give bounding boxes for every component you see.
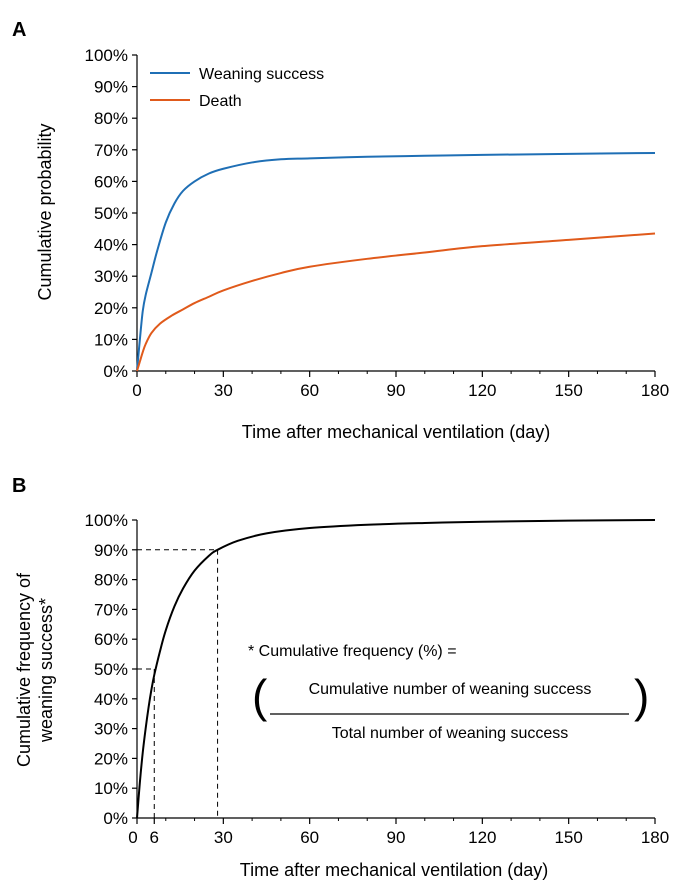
y-tick-label: 40%	[94, 236, 128, 255]
panel-b-y-axis-title-line1: Cumulative frequency of	[14, 572, 34, 767]
y-tick-label: 90%	[94, 541, 128, 560]
x-tick-label: 180	[641, 381, 669, 400]
y-tick-label: 80%	[94, 109, 128, 128]
formula-line1: * Cumulative frequency (%) =	[248, 643, 457, 660]
y-tick-label: 0%	[103, 362, 128, 381]
x-tick-label: 60	[300, 381, 319, 400]
panel-a-x-axis-title: Time after mechanical ventilation (day)	[242, 422, 550, 442]
y-tick-label: 30%	[94, 267, 128, 286]
panel-a-y-axis-title: Cumulative probability	[35, 123, 55, 300]
y-tick-label: 20%	[94, 299, 128, 318]
x-tick-label: 180	[641, 828, 669, 847]
series-line-death	[136, 232, 656, 372]
y-tick-label: 10%	[94, 330, 128, 349]
panel-a: A 0% 10% 20% 30% 40% 50% 60% 70% 80% 90% 100% 0 30 60…	[12, 19, 669, 442]
y-tick-label: 80%	[94, 571, 128, 590]
y-tick-label: 40%	[94, 690, 128, 709]
y-tick-label: 70%	[94, 600, 128, 619]
y-tick-label: 50%	[94, 660, 128, 679]
panel-b-plot: 0% 10% 20% 30% 40% 50% 60% 70% 80% 90% 100% 0 6 30 60 9…	[85, 511, 670, 847]
x-tick-label: 6	[150, 828, 159, 847]
formula-numerator: Cumulative number of weaning success	[309, 681, 592, 698]
x-tick-label: 120	[468, 828, 496, 847]
y-tick-label: 20%	[94, 749, 128, 768]
x-tick-label: 150	[554, 828, 582, 847]
panel-b: B 0% 10% 20% 30% 40% 50% 60% 70% 80% 90% 100% 0 6 30 6…	[12, 475, 669, 880]
x-tick-label: 30	[214, 381, 233, 400]
x-tick-label: 0	[132, 381, 141, 400]
y-tick-label: 60%	[94, 630, 128, 649]
panel-b-x-axis-title: Time after mechanical ventilation (day)	[240, 860, 548, 880]
y-tick-label: 90%	[94, 78, 128, 97]
formula-open-paren: (	[252, 670, 268, 722]
x-tick-label: 30	[214, 828, 233, 847]
series-line-weaning-success	[136, 151, 656, 372]
x-tick-label: 120	[468, 381, 496, 400]
x-tick-label: 90	[387, 828, 406, 847]
y-tick-label: 70%	[94, 141, 128, 160]
legend-weaning-success-label: Weaning success	[199, 66, 324, 83]
x-tick-label: 60	[300, 828, 319, 847]
x-tick-label: 90	[387, 381, 406, 400]
formula-denominator: Total number of weaning success	[332, 725, 569, 742]
panel-a-letter: A	[12, 19, 26, 41]
x-tick-label: 150	[554, 381, 582, 400]
panel-b-letter: B	[12, 475, 26, 497]
y-tick-label: 0%	[103, 809, 128, 828]
y-tick-label: 30%	[94, 720, 128, 739]
panel-a-plot: 0% 10% 20% 30% 40% 50% 60% 70% 80% 90% 100% 0 30 60 90…	[85, 46, 670, 400]
y-tick-label: 50%	[94, 204, 128, 223]
formula-annotation: * Cumulative frequency (%) = ( Cumulativ…	[248, 643, 649, 742]
legend-death-label: Death	[199, 93, 242, 110]
y-tick-label: 10%	[94, 779, 128, 798]
y-tick-label: 100%	[85, 511, 128, 530]
y-tick-label: 100%	[85, 46, 128, 65]
x-tick-label: 0	[128, 828, 137, 847]
formula-close-paren: )	[634, 670, 649, 722]
y-tick-label: 60%	[94, 172, 128, 191]
series-line-cumulative-frequency	[136, 519, 656, 819]
panel-a-legend: Weaning success Death	[150, 66, 324, 110]
panel-b-y-axis-title-line2: weaning success*	[36, 598, 56, 743]
